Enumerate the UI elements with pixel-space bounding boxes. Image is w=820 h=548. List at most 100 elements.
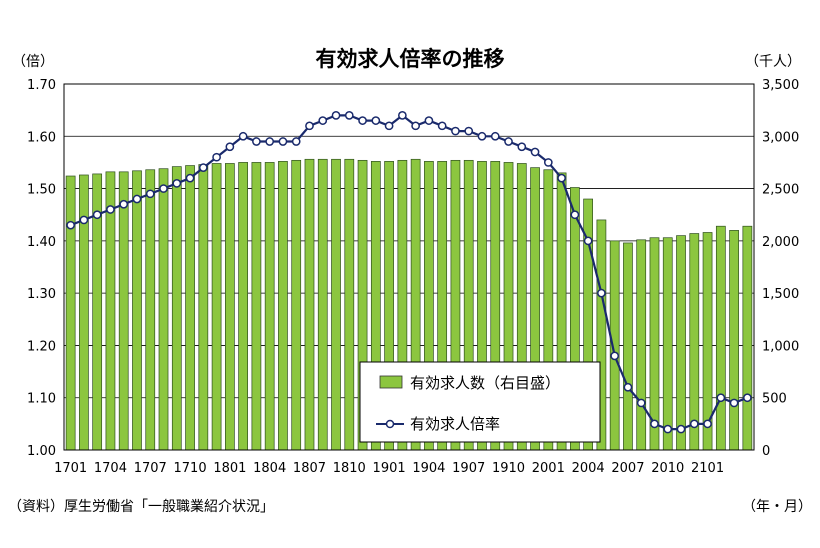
chart-title: 有効求人倍率の推移 — [316, 47, 505, 71]
data-point — [517, 142, 527, 152]
bar — [742, 225, 753, 451]
bar — [158, 168, 169, 451]
x-tick-label: 2101 — [691, 461, 724, 476]
left-tick-label: 1.50 — [27, 183, 56, 198]
legend-marker-swatch — [385, 419, 395, 429]
x-tick-label: 1701 — [54, 461, 87, 476]
data-point — [291, 137, 301, 146]
bar — [344, 158, 355, 451]
right-tick-label: 3,000 — [762, 130, 799, 145]
x-tick-label: 1804 — [253, 461, 286, 476]
data-point — [543, 158, 553, 167]
right-tick-label: 1,000 — [762, 339, 799, 354]
legend-bar-label: 有効求人数（右目盛） — [410, 374, 560, 392]
bar — [689, 233, 700, 451]
left-tick-label: 1.30 — [27, 287, 56, 302]
data-point — [650, 419, 659, 429]
data-point — [464, 126, 474, 136]
x-tick-label: 1904 — [412, 461, 445, 476]
right-axis-unit: （千人） — [745, 54, 801, 70]
data-point — [583, 236, 593, 246]
bar — [331, 158, 341, 451]
data-point — [106, 205, 115, 214]
data-point — [384, 121, 394, 131]
left-axis-ticks: 1.00 1.10 1.20 1.30 1.40 1.50 1.60 1.70 — [27, 78, 56, 459]
data-point — [663, 424, 673, 434]
bar — [304, 158, 315, 451]
x-axis-ticks: 1701 1704 1707 1710 1801 1804 1807 1810 1901 1904… — [54, 461, 724, 476]
data-point — [570, 210, 580, 220]
data-point — [557, 173, 566, 183]
x-tick-label: 2007 — [611, 461, 644, 476]
right-tick-label: 3,500 — [762, 78, 799, 93]
bar-series — [65, 158, 753, 451]
data-point — [265, 137, 275, 146]
right-tick-label: 500 — [762, 392, 787, 407]
legend-line-label: 有効求人倍率 — [410, 415, 500, 433]
bar — [211, 163, 222, 451]
x-tick-label: 2001 — [532, 461, 565, 476]
data-point — [451, 126, 460, 136]
plot-frame — [63, 83, 755, 451]
data-point — [597, 288, 606, 298]
data-point — [185, 173, 195, 183]
data-point — [119, 199, 129, 209]
data-point — [729, 398, 739, 408]
data-point — [225, 142, 235, 152]
data-point — [212, 152, 221, 162]
bar — [264, 162, 275, 451]
data-point — [305, 121, 314, 131]
data-point — [344, 111, 354, 120]
data-point — [636, 398, 646, 408]
legend-bar-swatch — [379, 375, 403, 389]
data-point — [132, 194, 142, 204]
left-tick-label: 1.00 — [27, 444, 56, 459]
x-tick-label: 2010 — [651, 461, 684, 476]
x-tick-label: 1704 — [94, 461, 127, 476]
data-point — [703, 419, 712, 429]
data-point — [490, 131, 500, 141]
bar — [636, 239, 647, 451]
bar — [145, 169, 156, 451]
data-point — [398, 111, 407, 120]
data-point — [92, 210, 102, 220]
data-point — [252, 137, 261, 146]
data-point — [477, 131, 487, 141]
data-point — [676, 424, 686, 434]
bar — [185, 165, 195, 451]
bar — [729, 230, 739, 451]
series-line — [70, 114, 748, 431]
data-point — [278, 137, 288, 146]
x-tick-label: 1807 — [293, 461, 326, 476]
x-tick-label: 1710 — [174, 461, 207, 476]
right-axis-ticks: 0 500 1,000 1,500 2,000 2,500 3,000 3,500 — [762, 78, 799, 459]
left-tick-label: 1.70 — [27, 78, 56, 93]
data-point — [371, 116, 381, 125]
bar — [171, 166, 182, 451]
bar — [676, 235, 686, 451]
data-point — [159, 184, 168, 193]
bar — [251, 162, 262, 451]
data-point — [716, 393, 726, 403]
source-note: （資料）厚生労働省「一般職業紹介状況」 — [8, 499, 274, 515]
x-tick-label: 1907 — [452, 461, 485, 476]
data-point — [424, 116, 434, 125]
data-point — [504, 137, 513, 146]
data-point — [238, 131, 248, 141]
left-tick-label: 1.10 — [27, 392, 56, 407]
right-tick-label: 0 — [762, 444, 770, 459]
x-tick-label: 1810 — [333, 461, 366, 476]
legend-box — [359, 361, 601, 443]
left-tick-label: 1.60 — [27, 130, 56, 145]
right-tick-label: 1,500 — [762, 287, 799, 302]
left-tick-label: 1.20 — [27, 339, 56, 354]
right-tick-label: 2,500 — [762, 183, 799, 198]
x-tick-label: 1707 — [134, 461, 167, 476]
bar — [317, 158, 328, 451]
data-point — [437, 121, 447, 131]
bar — [118, 171, 129, 451]
data-point — [411, 121, 420, 131]
line-series — [66, 111, 752, 434]
data-point — [172, 178, 182, 188]
